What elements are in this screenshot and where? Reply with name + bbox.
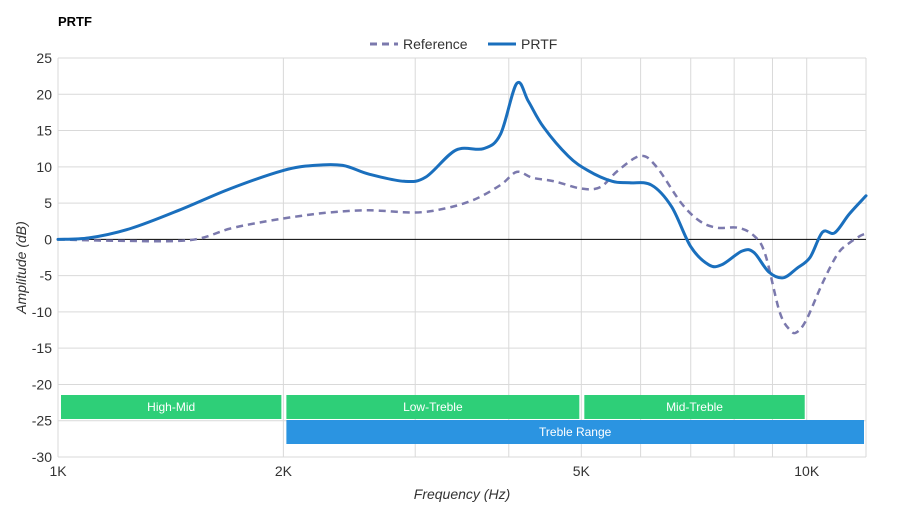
frequency-bands: High-Mid Low-Treble Mid-Treble Treble Range [61, 395, 865, 444]
y-tick-label: 0 [44, 231, 52, 247]
y-tick-label: -5 [40, 268, 53, 284]
series-line-reference [57, 154, 867, 335]
y-axis-title: Amplitude (dB) [13, 221, 29, 315]
x-tick-label: 1K [49, 463, 67, 479]
y-tick-label: -25 [32, 413, 52, 429]
series-line-prtf [56, 80, 868, 280]
y-tick-label: -30 [32, 449, 52, 465]
band-label: Treble Range [539, 425, 612, 439]
band-label: Low-Treble [403, 400, 463, 414]
legend-label-prtf: PRTF [521, 36, 557, 52]
x-tick-label: 5K [573, 463, 591, 479]
x-tick-label: 2K [275, 463, 293, 479]
y-tick-label: 10 [36, 159, 52, 175]
y-tick-label: -15 [32, 340, 52, 356]
band-bar [584, 395, 805, 419]
band-label: Mid-Treble [666, 400, 723, 414]
data-series [56, 80, 868, 335]
y-tick-label: -10 [32, 304, 52, 320]
x-tick-label: 10K [794, 463, 820, 479]
legend: Reference PRTF [370, 36, 557, 52]
band-bar [286, 395, 580, 419]
y-tick-label: 5 [44, 195, 52, 211]
y-tick-label: -20 [32, 376, 52, 392]
y-tick-label: 20 [36, 86, 52, 102]
y-tick-label: 25 [36, 50, 52, 66]
chart-title: PRTF [58, 14, 92, 29]
legend-label-reference: Reference [403, 36, 468, 52]
band-bar [286, 420, 865, 444]
x-axis-title: Frequency (Hz) [414, 486, 510, 502]
y-tick-label: 15 [36, 123, 52, 139]
band-bar [61, 395, 282, 419]
band-label: High-Mid [147, 400, 195, 414]
